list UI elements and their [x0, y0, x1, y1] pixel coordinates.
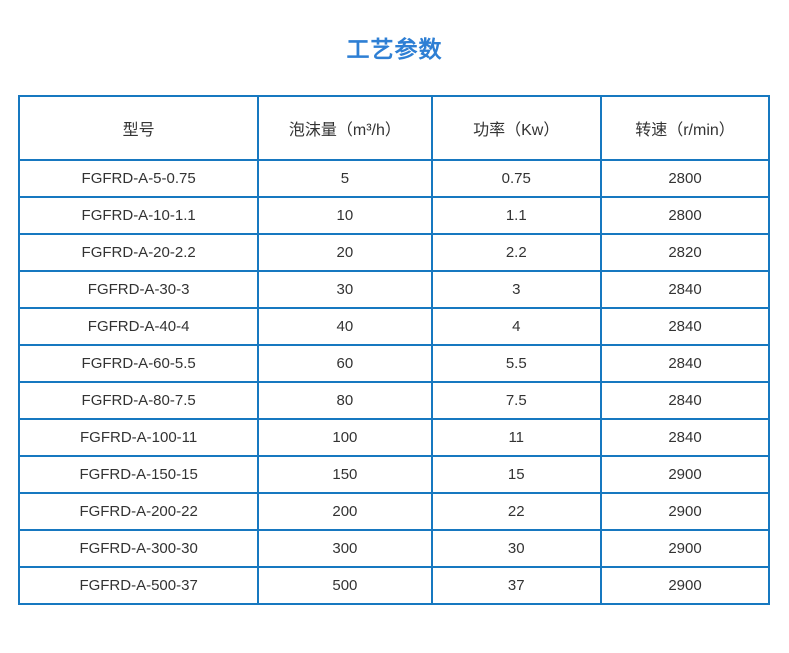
- table-header-row: 型号 泡沫量（m³/h） 功率（Kw） 转速（r/min）: [17, 95, 770, 161]
- table-cell: FGFRD-A-40-4: [17, 307, 260, 346]
- table-row: FGFRD-A-200-22 200 22 2900: [17, 492, 770, 531]
- table-cell: 80: [257, 381, 433, 420]
- table-cell: 40: [257, 307, 433, 346]
- table-row: FGFRD-A-150-15 150 15 2900: [17, 455, 770, 494]
- column-header: 转速（r/min）: [600, 95, 770, 161]
- table-cell: 4: [430, 307, 602, 346]
- table-cell: 5: [257, 159, 433, 198]
- table-row: FGFRD-A-20-2.2 20 2.2 2820: [17, 233, 770, 272]
- column-header: 功率（Kw）: [430, 95, 602, 161]
- table-cell: 30: [430, 529, 602, 568]
- table-row: FGFRD-A-60-5.5 60 5.5 2840: [17, 344, 770, 383]
- table-cell: 2900: [600, 529, 770, 568]
- table-cell: 15: [430, 455, 602, 494]
- table-row: FGFRD-A-300-30 300 30 2900: [17, 529, 770, 568]
- table-cell: 60: [257, 344, 433, 383]
- table-cell: 3: [430, 270, 602, 309]
- table-cell: 10: [257, 196, 433, 235]
- table-cell: 2840: [600, 381, 770, 420]
- table-cell: FGFRD-A-5-0.75: [17, 159, 260, 198]
- column-header: 泡沫量（m³/h）: [257, 95, 433, 161]
- table-cell: FGFRD-A-30-3: [17, 270, 260, 309]
- table-cell: 11: [430, 418, 602, 457]
- table-row: FGFRD-A-40-4 40 4 2840: [17, 307, 770, 346]
- table-cell: 7.5: [430, 381, 602, 420]
- table-cell: 5.5: [430, 344, 602, 383]
- table-cell: 1.1: [430, 196, 602, 235]
- page-title: 工艺参数: [346, 36, 443, 62]
- table-cell: 37: [430, 566, 602, 605]
- table-cell: 22: [430, 492, 602, 531]
- table-cell: 2900: [600, 455, 770, 494]
- table-cell: FGFRD-A-100-11: [17, 418, 260, 457]
- table-cell: 300: [257, 529, 433, 568]
- table-cell: 2900: [600, 566, 770, 605]
- table-cell: 30: [257, 270, 433, 309]
- table-cell: 500: [257, 566, 433, 605]
- table-row: FGFRD-A-500-37 500 37 2900: [17, 566, 770, 605]
- table-cell: 2820: [600, 233, 770, 272]
- table-cell: 0.75: [430, 159, 602, 198]
- table-cell: FGFRD-A-20-2.2: [17, 233, 260, 272]
- column-header: 型号: [17, 95, 260, 161]
- table-cell: 2840: [600, 307, 770, 346]
- table-row: FGFRD-A-30-3 30 3 2840: [17, 270, 770, 309]
- table-cell: FGFRD-A-80-7.5: [17, 381, 260, 420]
- table-cell: 200: [257, 492, 433, 531]
- table-cell: 100: [257, 418, 433, 457]
- table-cell: 20: [257, 233, 433, 272]
- table-cell: 2840: [600, 270, 770, 309]
- table-cell: 150: [257, 455, 433, 494]
- table-row: FGFRD-A-5-0.75 5 0.75 2800: [17, 159, 770, 198]
- table-cell: 2800: [600, 159, 770, 198]
- table-cell: FGFRD-A-150-15: [17, 455, 260, 494]
- table-cell: 2900: [600, 492, 770, 531]
- table-cell: FGFRD-A-300-30: [17, 529, 260, 568]
- table-cell: FGFRD-A-200-22: [17, 492, 260, 531]
- table-header: 型号 泡沫量（m³/h） 功率（Kw） 转速（r/min）: [17, 95, 770, 161]
- table-cell: 2840: [600, 418, 770, 457]
- table-cell: 2800: [600, 196, 770, 235]
- table-cell: FGFRD-A-10-1.1: [17, 196, 260, 235]
- table-body: FGFRD-A-5-0.75 5 0.75 2800 FGFRD-A-10-1.1 10 1…: [17, 159, 770, 605]
- process-parameters-table: 型号 泡沫量（m³/h） 功率（Kw） 转速（r/min） FGFRD-A-5-0.7…: [17, 95, 770, 605]
- table-cell: 2840: [600, 344, 770, 383]
- table-cell: FGFRD-A-60-5.5: [17, 344, 260, 383]
- table-cell: 2.2: [430, 233, 602, 272]
- table-row: FGFRD-A-80-7.5 80 7.5 2840: [17, 381, 770, 420]
- spec-table-container: 型号 泡沫量（m³/h） 功率（Kw） 转速（r/min） FGFRD-A-5-0.7…: [0, 95, 789, 605]
- table-row: FGFRD-A-100-11 100 11 2840: [17, 418, 770, 457]
- table-cell: FGFRD-A-500-37: [17, 566, 260, 605]
- table-row: FGFRD-A-10-1.1 10 1.1 2800: [17, 196, 770, 235]
